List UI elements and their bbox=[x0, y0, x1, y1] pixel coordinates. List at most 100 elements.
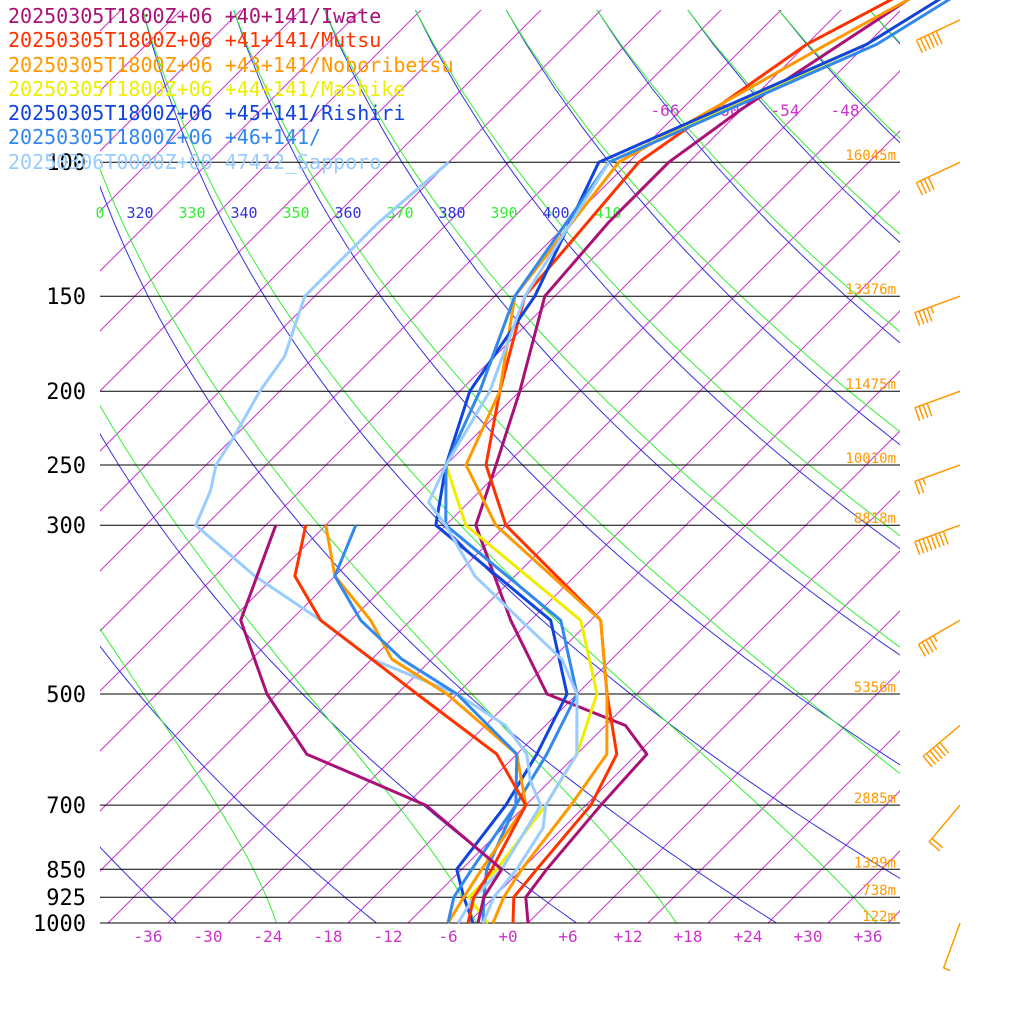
legend-item: 20250305T1800Z+06 +43+141/Noboribetsu bbox=[8, 52, 454, 77]
upper-temp-label: -48 bbox=[831, 101, 860, 120]
theta-label: 400 bbox=[542, 204, 569, 222]
wind-barb bbox=[915, 19, 961, 54]
isotherm-line bbox=[100, 70, 900, 872]
temp-tick-label: +18 bbox=[674, 927, 703, 946]
moist-adiabat-line bbox=[100, 627, 278, 923]
upper-temp-label: -54 bbox=[771, 101, 800, 120]
theta-e-label: 390 bbox=[490, 204, 517, 222]
isotherm-line bbox=[347, 370, 900, 923]
wind-barb bbox=[915, 161, 961, 196]
height-label: 16045m bbox=[845, 148, 896, 164]
series-line-0 bbox=[474, 0, 911, 924]
isotherm-line bbox=[100, 10, 602, 512]
theta-label: 380 bbox=[438, 204, 465, 222]
dry-adiabat-line bbox=[505, 10, 900, 446]
isotherm-line bbox=[1008, 0, 1024, 923]
legend-item: 20250305T1800Z+06 +46+141/ bbox=[8, 125, 322, 150]
isotherm-line bbox=[407, 430, 900, 923]
isotherm-line bbox=[887, 910, 900, 923]
wind-barb bbox=[928, 804, 961, 852]
series-line-8 bbox=[324, 524, 528, 924]
temp-tick-label: +24 bbox=[734, 927, 763, 946]
moist-adiabat-line bbox=[777, 10, 900, 139]
theta-e-label: 330 bbox=[178, 204, 205, 222]
moist-adiabat-line bbox=[596, 10, 900, 333]
isotherm-line bbox=[107, 130, 900, 923]
dry-adiabat-line bbox=[778, 10, 900, 144]
pressure-label: 925 bbox=[46, 886, 86, 911]
legend-item: 20250305T1800Z+06 +41+141/Mutsu bbox=[8, 28, 382, 53]
legend-item: 20250305T1800Z+06 +44+141/Mashike bbox=[8, 76, 406, 101]
temp-tick-label: +30 bbox=[794, 927, 823, 946]
temp-tick-label: +12 bbox=[614, 927, 643, 946]
isotherm-line bbox=[100, 10, 722, 632]
wind-barb bbox=[914, 524, 961, 556]
series-line-4 bbox=[434, 0, 942, 924]
series-line-1 bbox=[484, 0, 894, 924]
wind-barbs bbox=[914, 19, 961, 972]
temp-tick-label: -6 bbox=[438, 927, 457, 946]
isotherm-line bbox=[100, 10, 662, 572]
wind-barb bbox=[914, 295, 961, 327]
series-line-10 bbox=[293, 524, 528, 924]
theta-label: 320 bbox=[126, 204, 153, 222]
temp-tick-label: +0 bbox=[498, 927, 517, 946]
isotherm-line bbox=[287, 310, 900, 923]
legend-item: 20250306T0000Z+00 47412_Sapporo bbox=[8, 149, 382, 174]
moist-adiabat-line bbox=[687, 10, 900, 236]
legend-item: 20250305T1800Z+06 +40+141/Iwate bbox=[8, 4, 382, 28]
series-line-9 bbox=[333, 524, 519, 924]
wind-barb bbox=[914, 464, 961, 495]
theta-e-label: 350 bbox=[282, 204, 309, 222]
height-label: 5356m bbox=[854, 680, 896, 696]
isotherm-line bbox=[647, 670, 900, 923]
pressure-label: 100 bbox=[46, 151, 86, 176]
pressure-label: 1000 bbox=[33, 912, 86, 937]
isotherm-line bbox=[527, 550, 900, 923]
temp-tick-label: -36 bbox=[134, 927, 163, 946]
isotherm-line bbox=[100, 10, 482, 392]
wind-barb bbox=[914, 390, 961, 422]
isotherm-line bbox=[948, 0, 1024, 923]
legend: 20250305T1800Z+06 +40+141/Iwate 20250305T… bbox=[8, 4, 454, 174]
isotherm-line bbox=[100, 10, 422, 332]
series-line-11 bbox=[239, 524, 504, 924]
series-group bbox=[194, 0, 952, 924]
isotherm-line bbox=[100, 10, 362, 272]
temp-tick-label: -24 bbox=[254, 927, 283, 946]
isotherm-line bbox=[167, 190, 900, 923]
height-label: 1399m bbox=[854, 855, 896, 871]
isotherm-line bbox=[100, 10, 782, 692]
height-label: 10010m bbox=[845, 451, 896, 467]
wind-barb bbox=[942, 922, 961, 972]
theta-label: 340 bbox=[230, 204, 257, 222]
pressure-label: 700 bbox=[46, 794, 86, 819]
pressure-label: 500 bbox=[46, 683, 86, 708]
temp-tick-label: -18 bbox=[314, 927, 343, 946]
height-label: 11475m bbox=[845, 377, 896, 393]
pressure-label: 250 bbox=[46, 454, 86, 479]
temp-tick-label: -12 bbox=[374, 927, 403, 946]
temp-tick-label: +36 bbox=[854, 927, 883, 946]
height-label: 2885m bbox=[854, 791, 896, 807]
theta-label: 360 bbox=[334, 204, 361, 222]
isotherm-line bbox=[100, 10, 302, 212]
series-line-6 bbox=[427, 161, 611, 924]
pressure-label: 850 bbox=[46, 858, 86, 883]
pressure-label: 300 bbox=[46, 514, 86, 539]
wind-barb bbox=[917, 619, 961, 657]
height-label: 122m bbox=[862, 909, 896, 925]
dry-adiabat-line bbox=[100, 846, 178, 923]
isotherm-line bbox=[707, 730, 900, 923]
series-line-7 bbox=[194, 161, 543, 924]
series-line-2 bbox=[464, 0, 911, 924]
pressure-label: 150 bbox=[46, 285, 86, 310]
theta-e-label: 0 bbox=[95, 204, 104, 222]
height-label: 13376m bbox=[845, 282, 896, 298]
temp-tick-label: +6 bbox=[558, 927, 577, 946]
wind-barb bbox=[922, 724, 961, 768]
moist-adiabat-line bbox=[100, 404, 478, 923]
isotherm-line bbox=[467, 490, 900, 923]
isotherm-line bbox=[587, 610, 900, 923]
